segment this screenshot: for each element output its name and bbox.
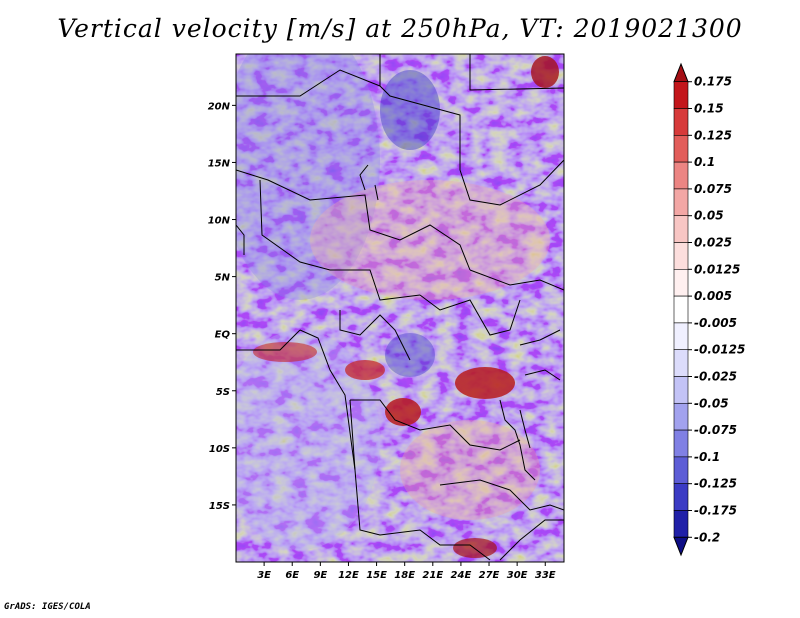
lon-tick-label: 15E (366, 570, 387, 581)
colorbar-label: 0.15 (694, 102, 724, 116)
colorbar-label: 0.125 (694, 128, 732, 142)
colorbar-swatch (673, 108, 689, 136)
colorbar-label: -0.1 (694, 450, 720, 464)
lon-tick-label: 9E (313, 570, 327, 581)
map-frame (235, 53, 565, 563)
lat-tick-label: EQ (215, 330, 231, 341)
colorbar-swatch (673, 483, 689, 511)
lat-tick-label: 5N (215, 273, 231, 284)
colorbar-swatch (673, 81, 689, 109)
colorbar-label: -0.05 (694, 396, 729, 410)
grads-credit: GrADS: IGES/COLA (4, 602, 91, 612)
lon-tick-label: 30E (507, 570, 528, 581)
colorbar-swatch (673, 242, 689, 270)
colorbar-label: -0.005 (694, 316, 737, 330)
colorbar-label: -0.125 (694, 477, 737, 491)
lon-tick-label: 21E (422, 570, 443, 581)
colorbar-swatch (673, 510, 689, 538)
colorbar-swatch (673, 456, 689, 484)
colorbar-swatch (673, 402, 689, 431)
colorbar-bottom-arrow (673, 536, 689, 557)
latitude-axis: 20N 15N 10N 5N EQ 5S 10S 15S (208, 101, 236, 512)
colorbar-label: 0.005 (694, 289, 732, 303)
colorbar-swatch (673, 295, 689, 324)
lat-tick-label: 5S (216, 387, 230, 398)
colorbar-swatch (673, 376, 689, 404)
colorbar-label: 0.0125 (694, 262, 740, 276)
colorbar-label: -0.2 (694, 530, 720, 544)
colorbar-label: -0.175 (694, 503, 737, 517)
lat-tick-label: 15N (208, 158, 231, 169)
colorbar-swatch (673, 269, 689, 297)
lat-tick-label: 10N (208, 216, 231, 227)
chart-title: Vertical velocity [m/s] at 250hPa, VT: 2… (57, 14, 743, 43)
lon-tick-label: 27E (479, 570, 500, 581)
lon-tick-label: 12E (338, 570, 359, 581)
colorbar-label: -0.075 (694, 423, 737, 437)
lat-tick-label: 20N (208, 101, 231, 112)
colorbar-swatch (673, 188, 689, 217)
velocity-field (236, 54, 564, 562)
colorbar-label: -0.025 (694, 369, 737, 383)
colorbar-label: -0.0125 (694, 343, 745, 357)
lon-tick-label: 33E (535, 570, 556, 581)
colorbar-swatch (673, 322, 689, 350)
colorbar-label: 0.175 (694, 75, 732, 89)
lon-tick-label: 18E (394, 570, 415, 581)
colorbar-swatch (673, 161, 689, 190)
colorbar-top-arrow (673, 62, 689, 83)
lon-tick-label: 6E (285, 570, 299, 581)
lat-tick-label: 10S (209, 444, 230, 455)
longitude-axis: 3E 6E 9E 12E 15E 18E 21E 24E 27E 30E 33E (257, 562, 556, 581)
colorbar-swatch (673, 215, 689, 243)
lon-tick-label: 24E (451, 570, 472, 581)
colorbar-swatch (673, 429, 689, 458)
lon-tick-label: 3E (257, 570, 271, 581)
colorbar-label: 0.025 (694, 236, 732, 250)
colorbar-label: 0.05 (694, 209, 724, 223)
colorbar: 0.175 0.15 0.125 0.1 0.075 0.05 0.025 0.0125 0.0… (673, 62, 745, 557)
colorbar-swatch (673, 349, 689, 377)
colorbar-swatch (673, 135, 689, 163)
colorbar-label: 0.1 (694, 155, 715, 169)
lat-tick-label: 15S (209, 501, 230, 512)
country-boundaries (236, 54, 564, 561)
colorbar-label: 0.075 (694, 182, 732, 196)
